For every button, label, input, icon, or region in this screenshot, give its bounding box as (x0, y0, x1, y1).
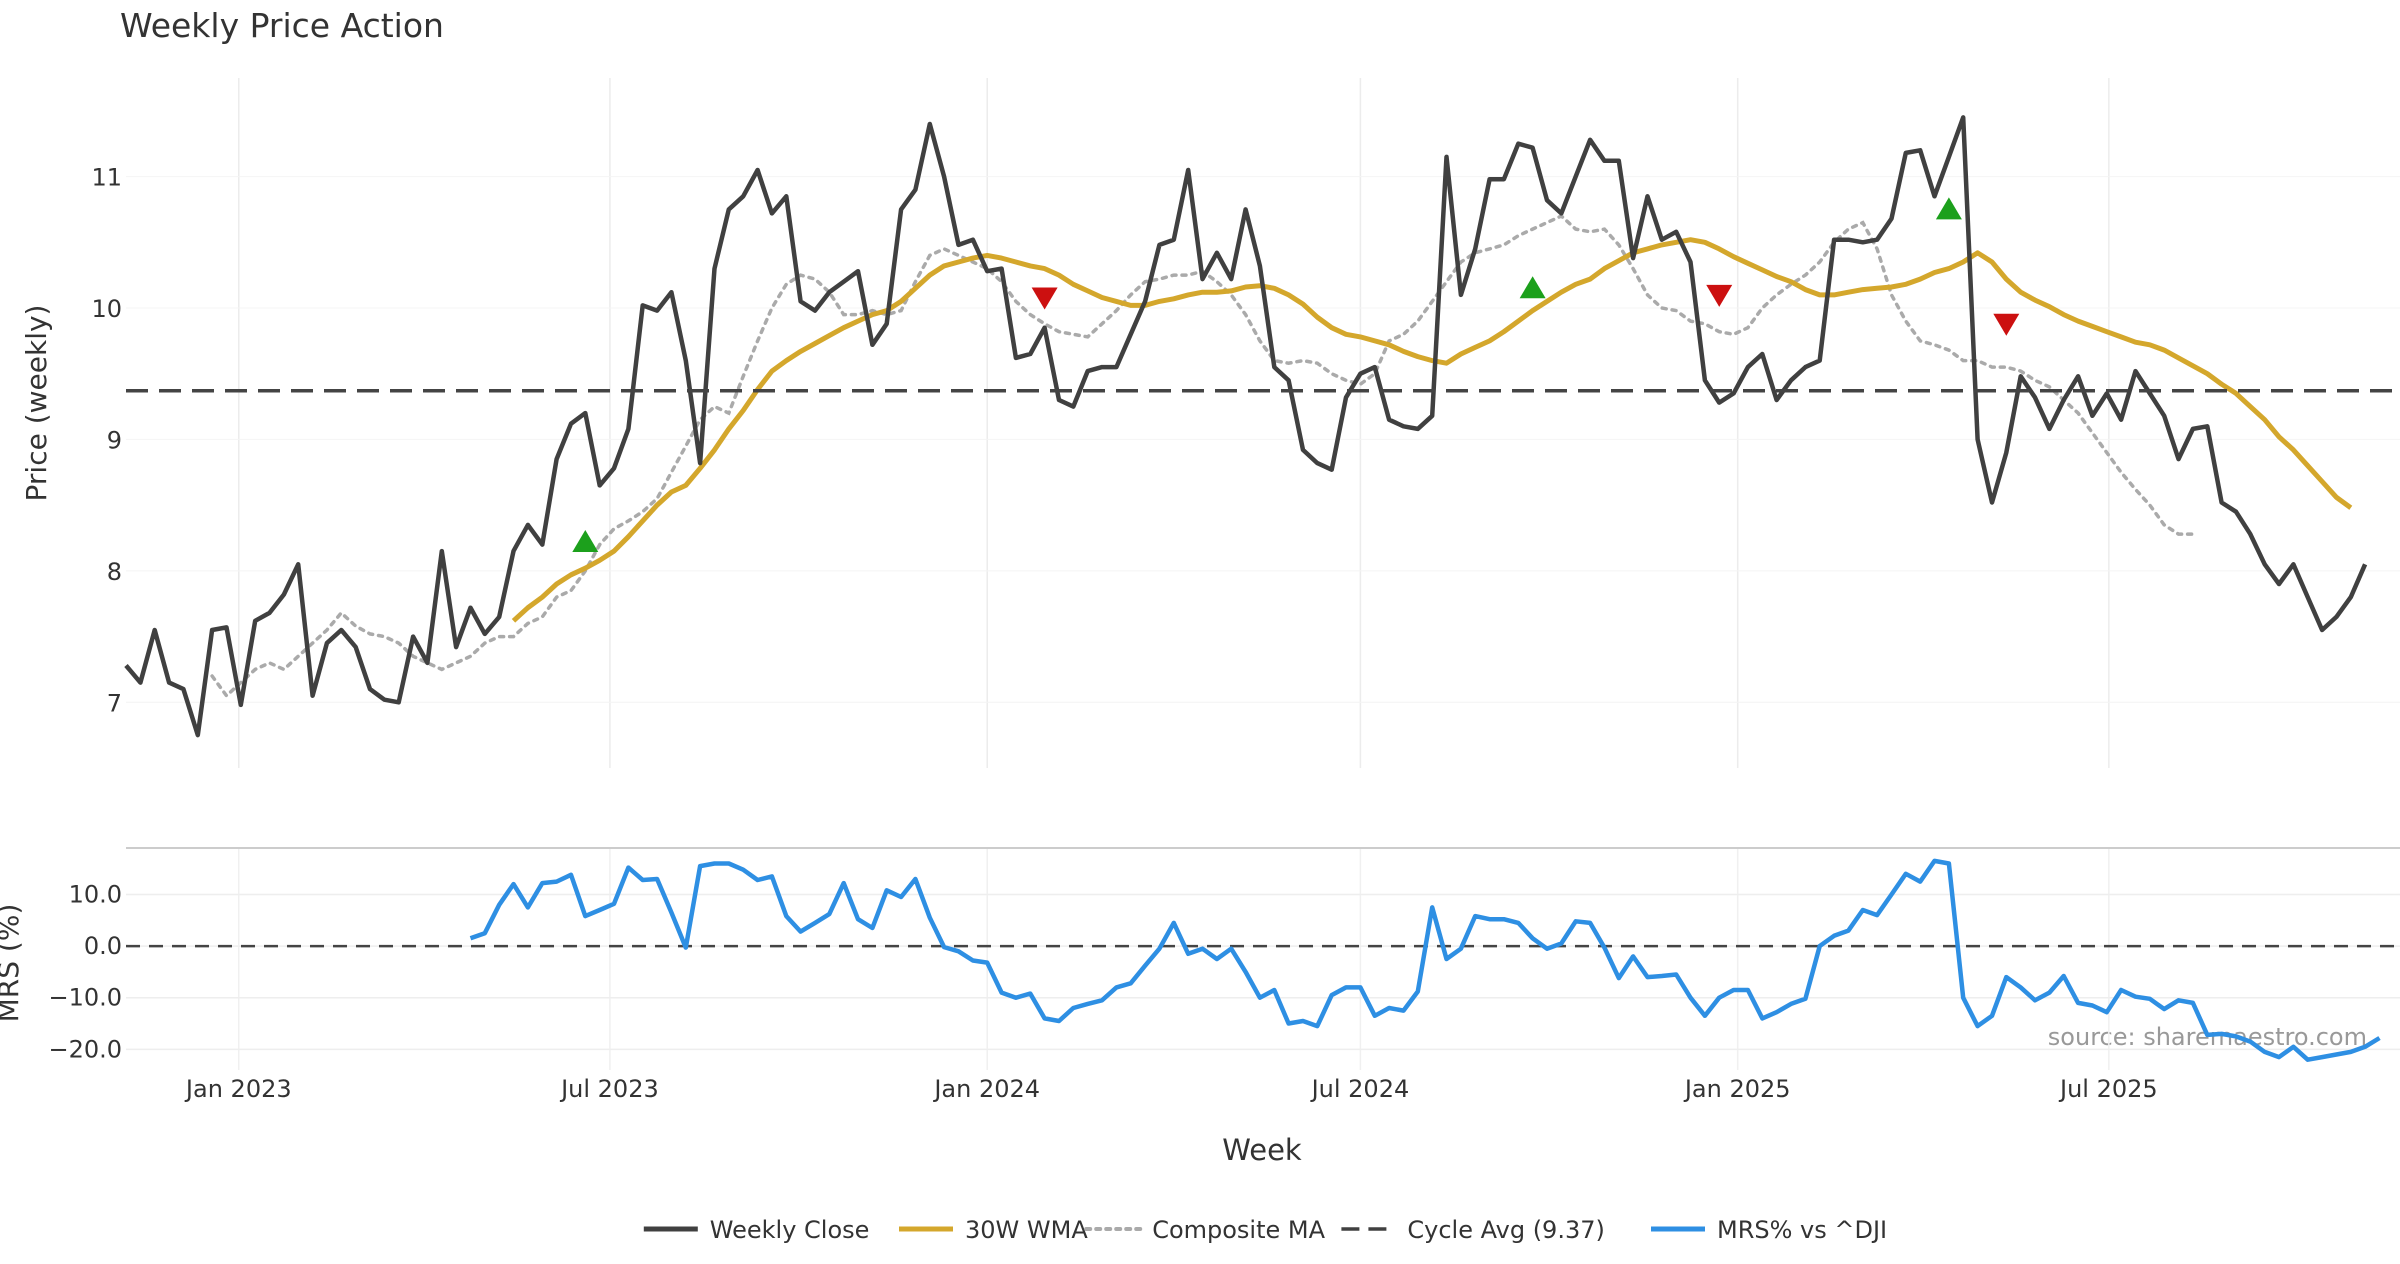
legend-label: Composite MA (1152, 1216, 1325, 1244)
x-axis-label: Week (1222, 1133, 1302, 1167)
legend-item: 30W WMA (899, 1216, 1088, 1244)
price-y-tick-label: 7 (107, 689, 122, 717)
x-tick-label: Jul 2023 (559, 1075, 659, 1103)
x-tick-label: Jul 2024 (1310, 1075, 1410, 1103)
legend-item: MRS% vs ^DJI (1651, 1216, 1887, 1244)
price-y-tick-label: 10 (91, 295, 122, 323)
legend-label: Weekly Close (710, 1216, 870, 1244)
price-gridlines (126, 78, 2400, 768)
buy-signal-marker (1935, 197, 1962, 220)
mrs-y-tick-label: 0.0 (84, 932, 122, 960)
legend-label: 30W WMA (965, 1216, 1088, 1244)
price-y-axis: 7 8 9 10 11 (91, 164, 122, 718)
x-tick-label: Jan 2025 (1683, 1075, 1791, 1103)
sell-signal-marker (1993, 313, 2020, 336)
sell-signal-marker (1031, 287, 1058, 310)
x-tick-label: Jul 2025 (2058, 1075, 2158, 1103)
weekly-close-line (124, 115, 2368, 738)
mrs-y-tick-label: −10.0 (48, 984, 122, 1012)
legend-item: Weekly Close (643, 1216, 870, 1244)
legend-label: Cycle Avg (9.37) (1407, 1216, 1604, 1244)
price-y-axis-label: Price (weekly) (20, 305, 53, 502)
mrs-y-tick-label: 10.0 (69, 880, 122, 908)
mrs-line (469, 858, 2381, 1062)
buy-signal-marker (1519, 276, 1546, 299)
price-y-tick-label: 9 (107, 426, 122, 454)
x-tick-label: Jan 2024 (932, 1075, 1040, 1103)
price-y-tick-label: 11 (91, 164, 122, 192)
sell-signal-marker (1706, 284, 1733, 307)
price-series-group (124, 115, 2400, 738)
legend-label: MRS% vs ^DJI (1717, 1216, 1887, 1244)
x-tick-label: Jan 2023 (184, 1075, 292, 1103)
x-axis: Jan 2023 Jul 2023 Jan 2024 Jul 2024 Jan 2025… (184, 1075, 2158, 1103)
mrs-series-group (126, 858, 2400, 1062)
price-y-tick-label: 8 (107, 558, 122, 586)
price-chart-title: Weekly Price Action (120, 6, 444, 45)
chart-legend: Weekly Close 30W WMA Composite MA Cycle Avg… (643, 1216, 1887, 1244)
wma-30w-line (511, 237, 2353, 623)
buy-signal-marker (572, 529, 599, 552)
legend-item: Composite MA (1084, 1216, 1326, 1244)
legend-item: Cycle Avg (9.37) (1341, 1216, 1605, 1244)
mrs-y-axis-label: MRS (%) (0, 904, 25, 1023)
mrs-y-axis: 10.0 0.0 −10.0 −20.0 (48, 880, 122, 1063)
mrs-y-tick-label: −20.0 (48, 1035, 122, 1063)
